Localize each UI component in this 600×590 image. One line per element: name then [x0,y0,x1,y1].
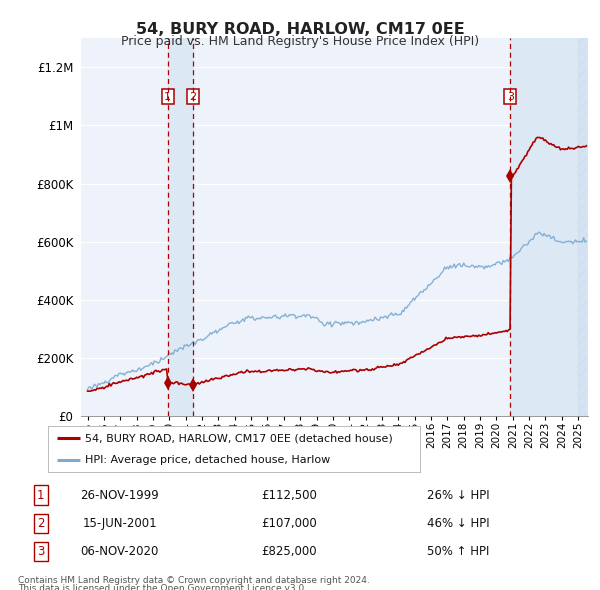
Text: 54, BURY ROAD, HARLOW, CM17 0EE (detached house): 54, BURY ROAD, HARLOW, CM17 0EE (detache… [85,434,393,444]
Text: 15-JUN-2001: 15-JUN-2001 [82,517,157,530]
Text: 46% ↓ HPI: 46% ↓ HPI [427,517,489,530]
Text: £112,500: £112,500 [261,489,317,502]
Text: 54, BURY ROAD, HARLOW, CM17 0EE: 54, BURY ROAD, HARLOW, CM17 0EE [136,22,464,37]
Text: 3: 3 [37,545,44,558]
Text: This data is licensed under the Open Government Licence v3.0.: This data is licensed under the Open Gov… [18,584,307,590]
Text: 50% ↑ HPI: 50% ↑ HPI [427,545,489,558]
Text: 2: 2 [190,92,197,102]
Text: Price paid vs. HM Land Registry's House Price Index (HPI): Price paid vs. HM Land Registry's House … [121,35,479,48]
Bar [167,38,193,416]
Text: 2: 2 [37,517,44,530]
Text: £107,000: £107,000 [261,517,317,530]
Text: 26-NOV-1999: 26-NOV-1999 [80,489,159,502]
Text: 26% ↓ HPI: 26% ↓ HPI [427,489,489,502]
Bar [511,38,586,416]
Text: 3: 3 [507,92,514,102]
Text: 1: 1 [37,489,44,502]
Text: HPI: Average price, detached house, Harlow: HPI: Average price, detached house, Harl… [85,454,331,464]
Bar [578,38,588,416]
Text: 1: 1 [164,92,171,102]
Text: £825,000: £825,000 [261,545,317,558]
Text: Contains HM Land Registry data © Crown copyright and database right 2024.: Contains HM Land Registry data © Crown c… [18,576,370,585]
Text: 06-NOV-2020: 06-NOV-2020 [80,545,159,558]
